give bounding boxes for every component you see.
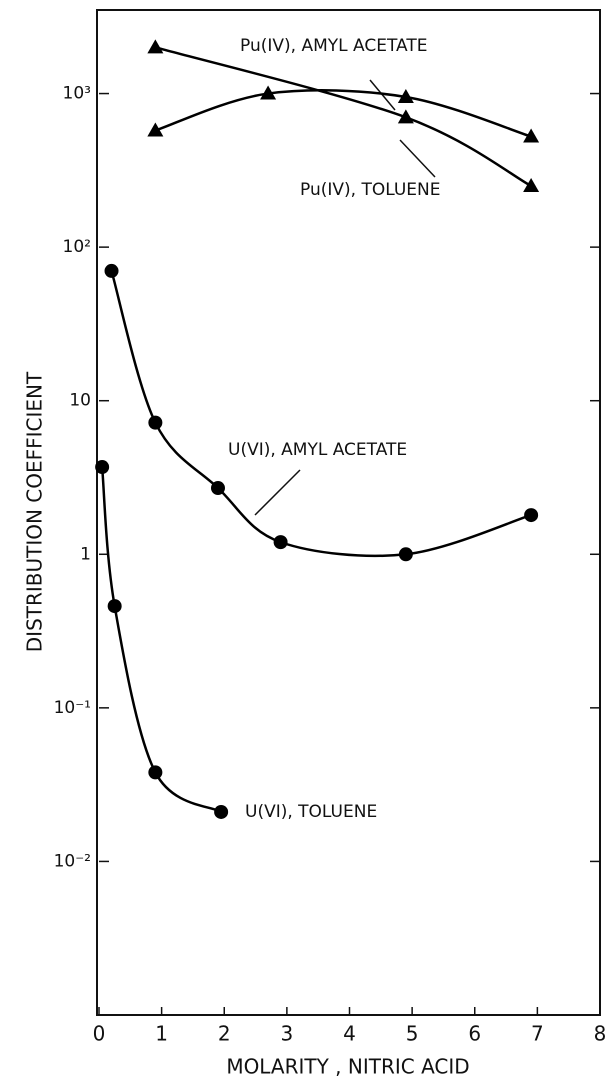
x-tick-label: 7 [531, 1022, 544, 1046]
point [398, 547, 413, 562]
point [260, 85, 277, 100]
x-tick-label: 3 [281, 1022, 294, 1046]
point [147, 122, 164, 137]
point [273, 535, 288, 550]
trend-curve [100, 466, 222, 814]
y-tick-label: 10³ [63, 84, 91, 104]
point [95, 460, 110, 475]
y-tick-label: 10 [69, 391, 91, 411]
y-axis-label: DISTRIBUTION COEFFICIENT [23, 371, 47, 652]
y-tick-label: 1 [80, 544, 91, 564]
trend-curve [155, 46, 532, 188]
point [397, 88, 414, 103]
point [397, 109, 414, 124]
trend-curve [110, 270, 532, 558]
point [523, 128, 540, 143]
point [214, 804, 229, 819]
x-tick-label: 4 [343, 1022, 356, 1046]
point [104, 263, 119, 278]
x-tick-label: 6 [468, 1022, 481, 1046]
point [148, 765, 163, 780]
leader-line [369, 79, 396, 111]
point [107, 599, 122, 614]
y-tick-label: 10² [63, 237, 91, 257]
leader-line [254, 469, 301, 516]
x-tick-label: 8 [594, 1022, 607, 1046]
x-axis-label: MOLARITY , NITRIC ACID [226, 1055, 469, 1079]
plot-frame [96, 9, 601, 1016]
y-tick-label: 10⁻² [54, 851, 91, 871]
point [148, 415, 163, 430]
x-tick-label: 1 [155, 1022, 168, 1046]
series-label: Pu(IV), TOLUENE [300, 180, 440, 200]
point [523, 178, 540, 193]
series-label: U(VI), TOLUENE [245, 802, 377, 822]
point [210, 481, 225, 496]
point [147, 39, 164, 54]
x-tick-label: 5 [406, 1022, 419, 1046]
trend-curve [154, 89, 532, 138]
leader-line [399, 139, 436, 178]
point [524, 508, 539, 523]
series-label: U(VI), AMYL ACETATE [228, 440, 407, 460]
y-tick-label: 10⁻¹ [54, 698, 91, 718]
x-tick-label: 2 [218, 1022, 231, 1046]
x-tick-label: 0 [93, 1022, 106, 1046]
series-label: Pu(IV), AMYL ACETATE [240, 36, 427, 56]
